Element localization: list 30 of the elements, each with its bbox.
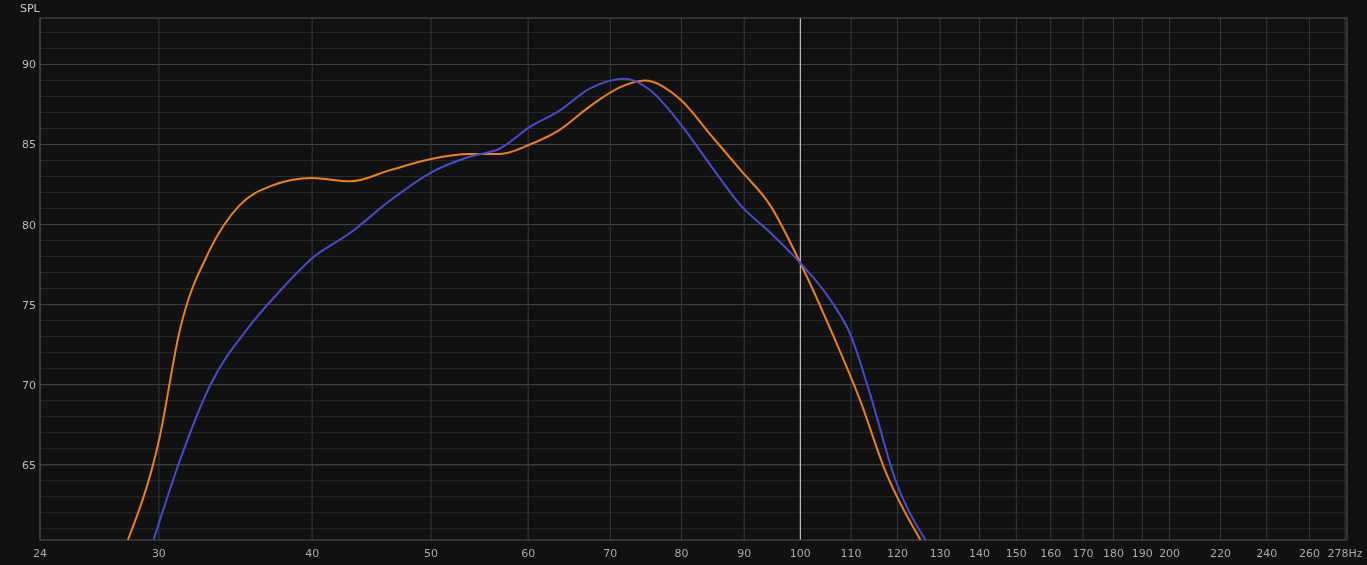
y-tick-label: 80	[22, 218, 36, 232]
y-tick-label: 75	[22, 298, 36, 312]
x-tick-label: 50	[424, 547, 439, 560]
x-tick-label: 200	[1159, 547, 1181, 560]
x-tick-label: 24	[33, 547, 47, 560]
x-tick-label: 30	[151, 547, 166, 560]
x-tick-label: 100	[789, 547, 811, 560]
x-tick-label: 170	[1072, 547, 1094, 560]
x-tick-label: 140	[969, 547, 991, 560]
x-tick-label: 190	[1131, 547, 1153, 560]
x-tick-label: 150	[1005, 547, 1027, 560]
y-tick-label: 90	[22, 58, 36, 72]
x-tick-label: 40	[305, 547, 320, 560]
y-tick-label: 85	[22, 138, 36, 152]
y-axis-title: SPL	[20, 2, 41, 15]
x-tick-label: 70	[603, 547, 618, 560]
x-tick-label: 160	[1040, 547, 1062, 560]
x-tick-label: 60	[521, 547, 536, 560]
x-tick-label: 260	[1298, 547, 1320, 560]
x-tick-label: 240	[1256, 547, 1278, 560]
x-tick-label: 180	[1103, 547, 1125, 560]
x-tick-label: 80	[674, 547, 689, 560]
x-tick-label: 120	[886, 547, 908, 560]
x-tick-label: 220	[1209, 547, 1231, 560]
x-tick-label: 130	[929, 547, 951, 560]
x-tick-label: 110	[840, 547, 862, 560]
x-tick-label: 278Hz	[1327, 547, 1363, 560]
y-tick-label: 70	[22, 378, 36, 392]
x-tick-label: 90	[737, 547, 752, 560]
y-tick-label: 65	[22, 458, 36, 472]
